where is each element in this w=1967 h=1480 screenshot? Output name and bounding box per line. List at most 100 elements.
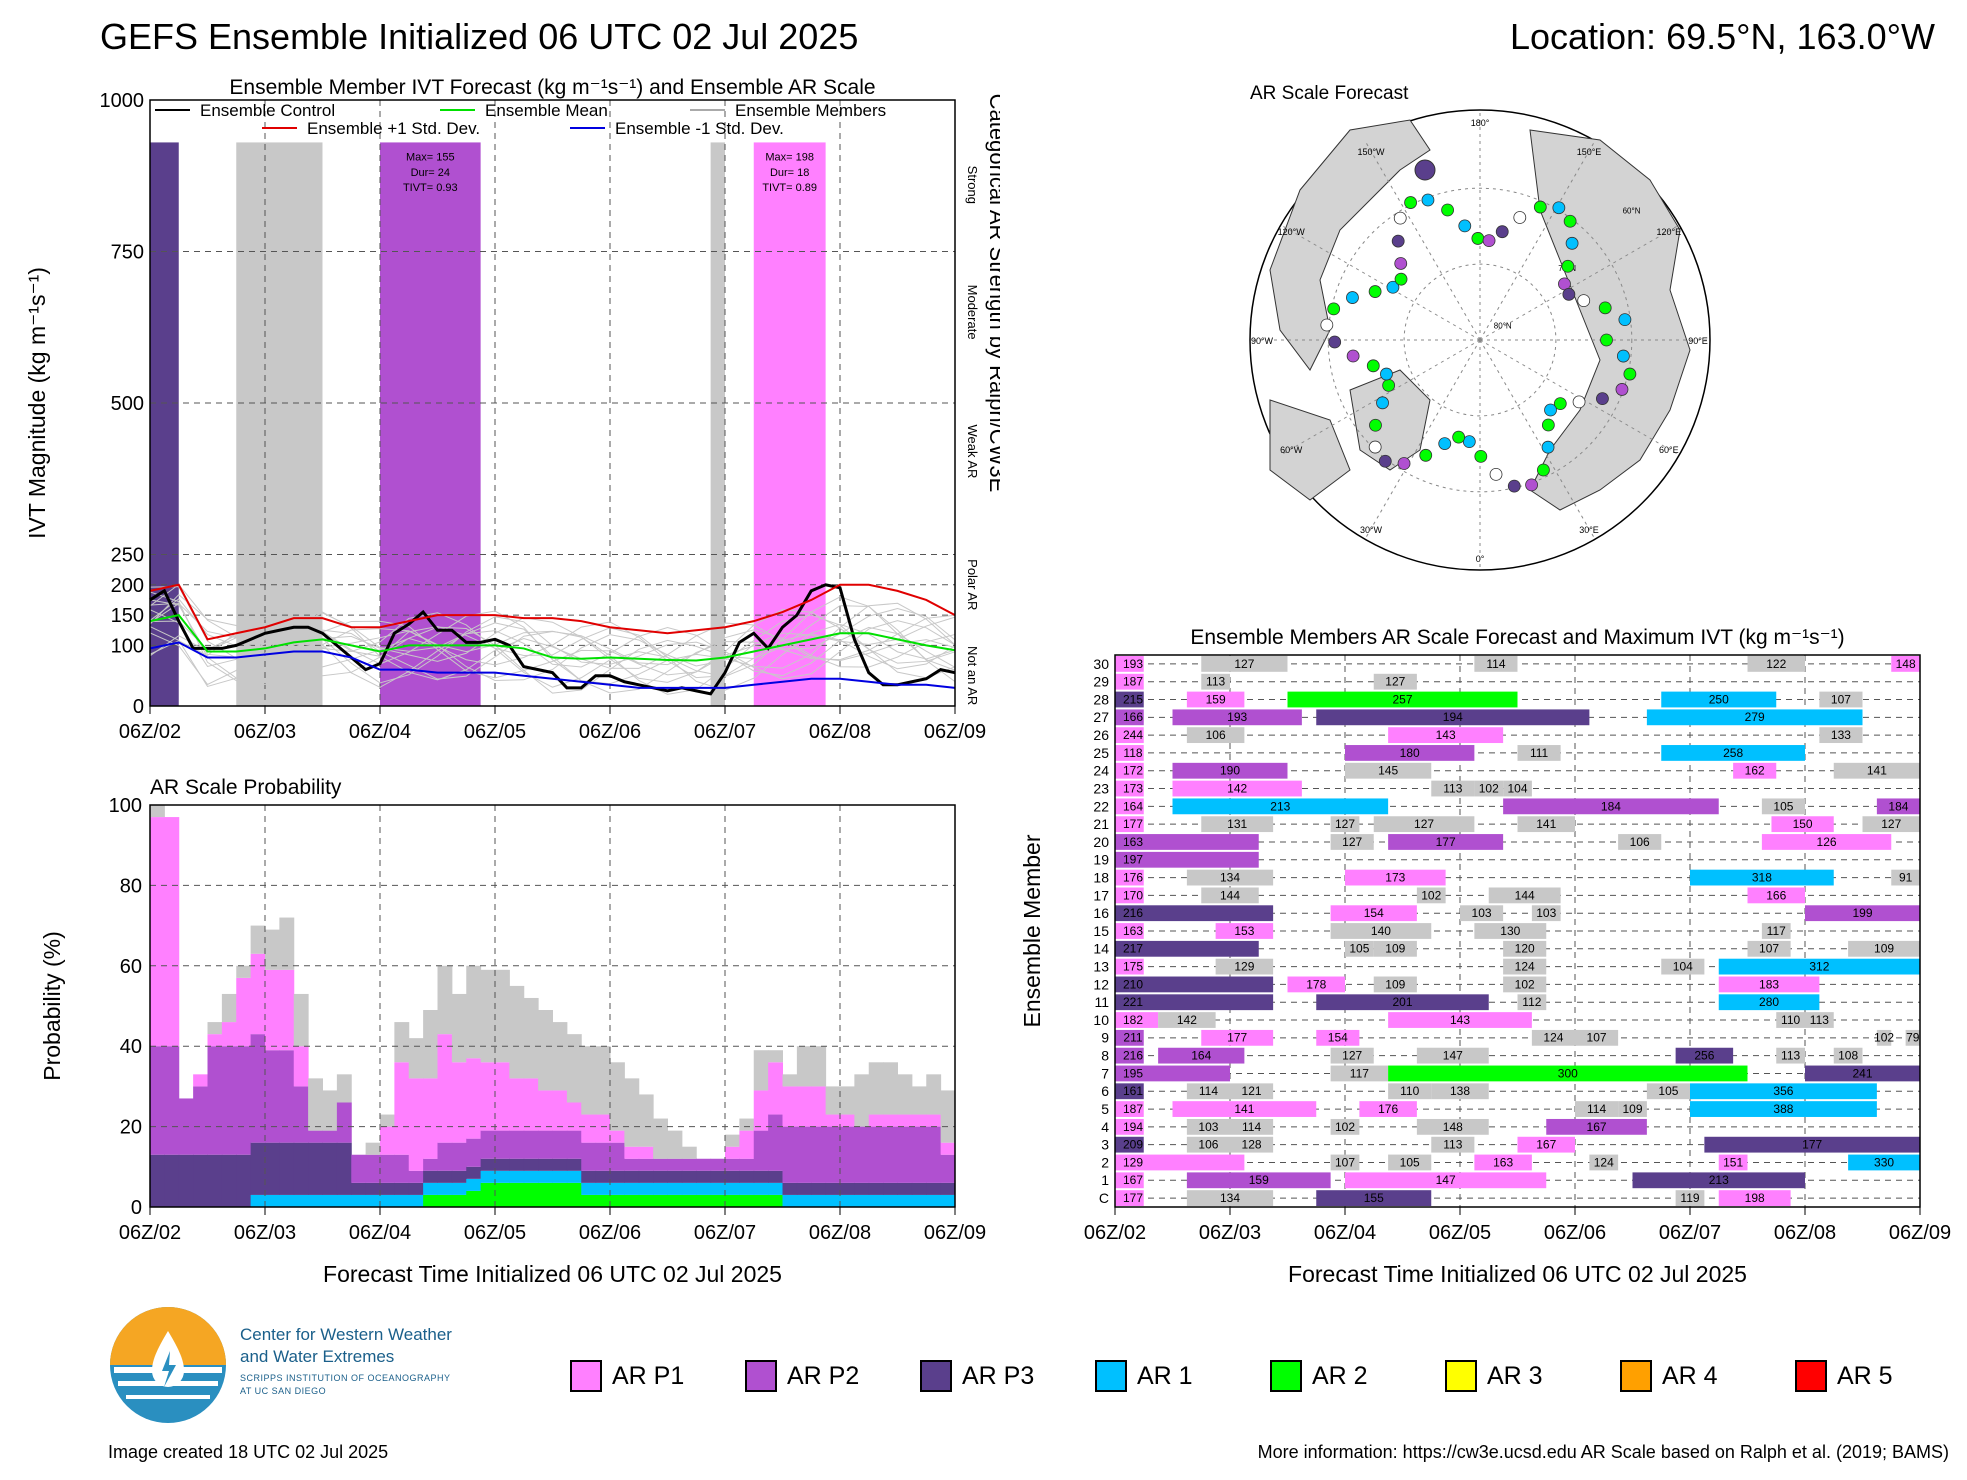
- member-segment-value: 187: [1123, 1102, 1143, 1116]
- prob-bar-1: [293, 1194, 309, 1207]
- legend-label-1: Ensemble Mean: [485, 101, 608, 120]
- ivt-chart-title: Ensemble Member IVT Forecast (kg m⁻¹s⁻¹)…: [229, 76, 875, 99]
- right-category-label: Moderate: [965, 285, 980, 340]
- x-tick-label: 06Z/08: [809, 721, 871, 743]
- prob-bar-4: [451, 1062, 467, 1143]
- prob-bar-5: [552, 1022, 568, 1091]
- ar-point: [1544, 403, 1557, 417]
- member-segment: [1517, 1136, 1575, 1153]
- legend-label: AR P2: [787, 1361, 860, 1390]
- legend-label-0: Ensemble Control: [200, 101, 335, 120]
- member-segment-value: 104: [1507, 781, 1527, 795]
- ar-point: [1495, 225, 1509, 239]
- ar-point: [1346, 291, 1359, 304]
- prob-bar-1: [940, 1194, 956, 1207]
- block-max-label: Max= 155: [406, 152, 455, 164]
- prob-bar-5: [293, 993, 309, 1047]
- prob-bar-2: [509, 1158, 525, 1171]
- member-segment-value: 244: [1123, 728, 1143, 742]
- ar-point: [1596, 392, 1609, 406]
- ar-point: [1623, 367, 1637, 381]
- member-segment-value: 144: [1515, 888, 1535, 902]
- member-segment: [1431, 1083, 1489, 1100]
- prob-bar-4: [581, 1114, 597, 1143]
- prob-bar-2: [351, 1182, 367, 1195]
- member-label: 29: [1093, 674, 1109, 690]
- prob-bar-5: [150, 805, 165, 818]
- member-segment: [1718, 958, 1920, 975]
- ar-point: [1525, 478, 1538, 492]
- member-segment-value: 129: [1234, 960, 1254, 974]
- member-segment-value: 141: [1234, 1102, 1254, 1116]
- prob-bar-3: [265, 1050, 280, 1143]
- prob-bar-0: [523, 1182, 539, 1207]
- member-segment: [1474, 923, 1547, 939]
- x-tick-label: 06Z/09: [924, 1222, 986, 1244]
- prob-bar-3: [351, 1154, 367, 1183]
- member-segment-value: 130: [1500, 924, 1520, 938]
- member-segment: [1115, 798, 1144, 815]
- prob-bar-5: [854, 1074, 870, 1127]
- member-segment: [1776, 1047, 1805, 1064]
- latitude-circle-1: [1327, 187, 1633, 493]
- member-segment-value: 133: [1831, 728, 1851, 742]
- member-segment: [1388, 727, 1504, 744]
- member-segment: [1661, 691, 1777, 708]
- member-segment: [1230, 1083, 1274, 1100]
- legend-swatch: [745, 1360, 777, 1392]
- member-segment-value: 187: [1123, 675, 1143, 689]
- member-label: 27: [1093, 709, 1109, 725]
- member-segment-value: 221: [1123, 995, 1143, 1009]
- latitude-circle-0: [1403, 263, 1557, 417]
- member-segment-value: 127: [1881, 817, 1901, 831]
- member-segment-value: 141: [1867, 764, 1887, 778]
- member-segment: [1517, 994, 1547, 1011]
- member-segment: [1460, 905, 1504, 922]
- meridian-line: [1479, 224, 1680, 341]
- y-axis-label: Probability (%): [39, 931, 65, 1081]
- member-segment: [1359, 1101, 1417, 1117]
- prob-bar-4: [495, 1062, 510, 1131]
- legend-swatch: [1270, 1360, 1302, 1392]
- member-segment-value: 129: [1123, 1155, 1143, 1169]
- x-tick-label: 06Z/09: [924, 721, 986, 743]
- member-segment: [1345, 940, 1374, 957]
- ar-point: [1577, 294, 1591, 308]
- prob-bar-3: [940, 1154, 956, 1183]
- prob-bar-5: [236, 965, 252, 978]
- member-label: 17: [1093, 887, 1109, 903]
- prob-bar-5: [451, 993, 467, 1063]
- prob-bar-3: [380, 1154, 395, 1183]
- ar-point: [1394, 257, 1408, 270]
- prob-plot-frame: [149, 804, 956, 1208]
- prob-bar-2: [423, 1170, 438, 1183]
- longitude-label: 120°W: [1278, 227, 1306, 237]
- member-segment-value: 197: [1123, 853, 1143, 867]
- prob-bar-2: [782, 1182, 798, 1195]
- prob-bar-1: [883, 1194, 898, 1207]
- member-segment: [1172, 709, 1302, 726]
- member-label: C: [1099, 1190, 1109, 1206]
- member-segment-value: 148: [1443, 1120, 1463, 1134]
- prob-bar-1: [624, 1182, 640, 1195]
- member-segment-value: 124: [1543, 1031, 1563, 1045]
- prob-bar-4: [566, 1102, 582, 1131]
- member-label: 20: [1093, 834, 1109, 850]
- member-segment-value: 150: [1793, 817, 1813, 831]
- legend-item-ar_p2: AR P2: [745, 1360, 920, 1392]
- prob-bar-2: [164, 1154, 180, 1207]
- ar-point: [1404, 196, 1417, 209]
- ar-point: [1452, 430, 1466, 444]
- ar-point: [1615, 383, 1629, 396]
- ar-point: [1366, 359, 1380, 373]
- prob-bar-1: [897, 1194, 913, 1207]
- member-segment: [1517, 745, 1561, 761]
- ivt-plot-frame: [149, 99, 956, 707]
- member-segment-value: 177: [1123, 817, 1143, 831]
- prob-bar-1: [480, 1170, 496, 1183]
- member-segment-value: 210: [1123, 977, 1143, 991]
- x-tick-label: 06Z/05: [1429, 1222, 1491, 1244]
- meridian-line: [1280, 224, 1481, 341]
- polar-map: AR Scale Forecast 180° 150°E 120°E 90°E 60°E 3…: [1249, 83, 1711, 571]
- member-segment-value: 388: [1773, 1102, 1793, 1116]
